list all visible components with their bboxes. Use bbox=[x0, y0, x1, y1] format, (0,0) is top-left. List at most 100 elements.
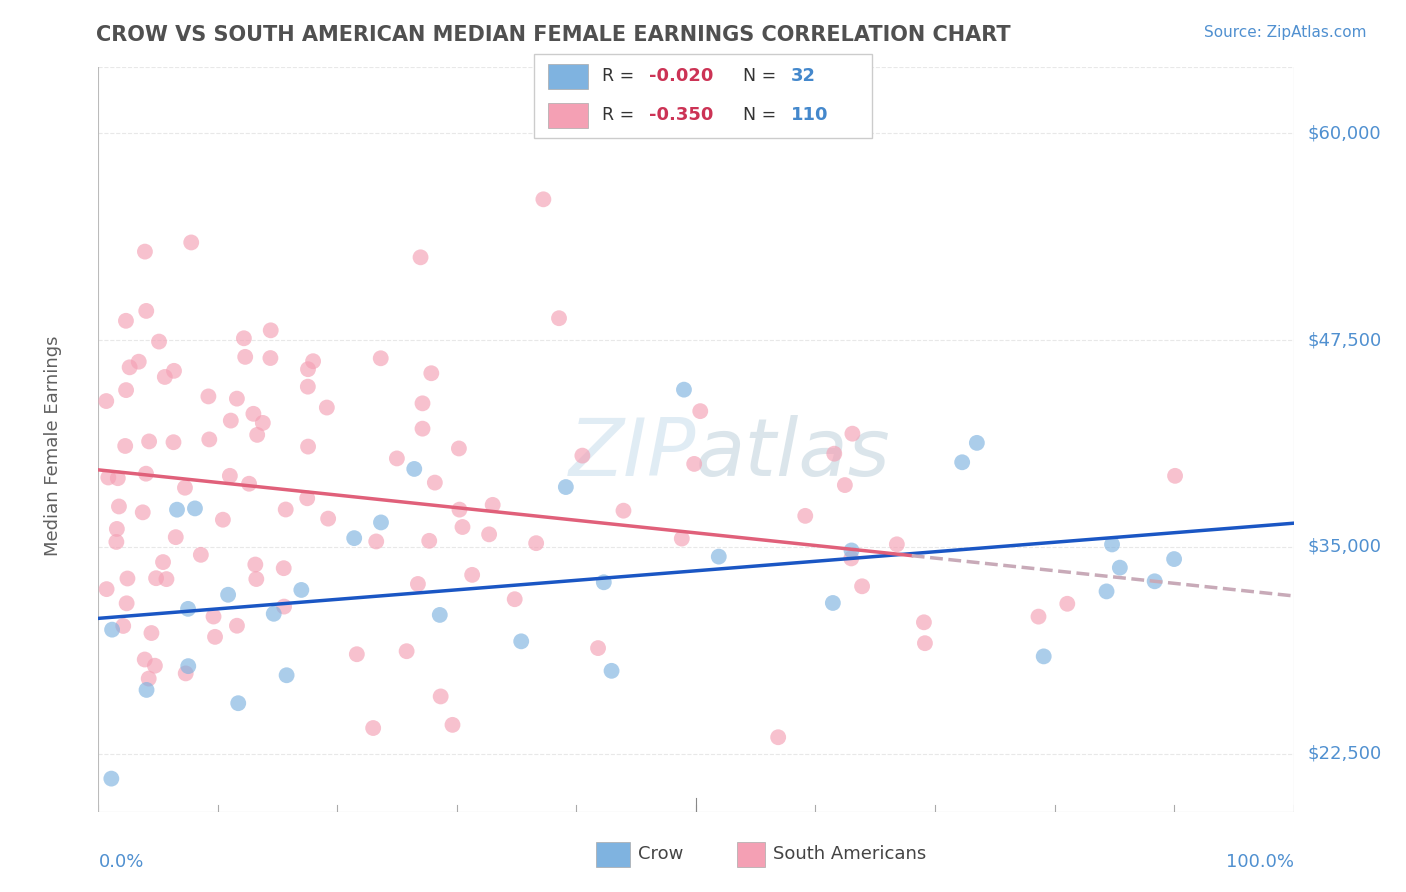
Point bbox=[242, 407, 264, 421]
Point bbox=[135, 682, 157, 697]
Point bbox=[190, 548, 212, 562]
Point bbox=[966, 436, 988, 450]
Point bbox=[404, 462, 426, 476]
Point bbox=[411, 396, 433, 410]
Point bbox=[316, 511, 339, 525]
Point bbox=[395, 644, 418, 658]
Point bbox=[115, 314, 138, 328]
Point bbox=[385, 451, 408, 466]
Point bbox=[198, 433, 221, 447]
Point bbox=[226, 618, 249, 632]
Point bbox=[112, 619, 135, 633]
Point bbox=[851, 579, 873, 593]
Point bbox=[554, 480, 576, 494]
Point bbox=[276, 668, 298, 682]
Point bbox=[794, 508, 817, 523]
Point bbox=[212, 513, 235, 527]
Point bbox=[134, 244, 156, 259]
Point bbox=[184, 501, 207, 516]
Point bbox=[166, 502, 188, 516]
Point bbox=[155, 572, 177, 586]
Point bbox=[447, 442, 470, 456]
Text: ZIP: ZIP bbox=[568, 415, 696, 493]
Point bbox=[429, 607, 451, 622]
Point bbox=[297, 379, 319, 393]
Point bbox=[821, 596, 844, 610]
Text: N =: N = bbox=[744, 68, 782, 86]
Point bbox=[343, 531, 366, 545]
Point bbox=[232, 331, 254, 345]
Point bbox=[586, 641, 609, 656]
Point bbox=[273, 599, 295, 614]
Bar bbox=[548, 63, 588, 89]
Text: CROW VS SOUTH AMERICAN MEDIAN FEMALE EARNINGS CORRELATION CHART: CROW VS SOUTH AMERICAN MEDIAN FEMALE EAR… bbox=[96, 25, 1011, 45]
Text: Source: ZipAtlas.com: Source: ZipAtlas.com bbox=[1204, 25, 1367, 40]
Text: R =: R = bbox=[602, 106, 640, 124]
Point bbox=[423, 475, 446, 490]
Point bbox=[204, 630, 226, 644]
Point bbox=[441, 718, 464, 732]
Point bbox=[524, 536, 547, 550]
Point bbox=[461, 567, 484, 582]
Point bbox=[346, 647, 368, 661]
Point bbox=[107, 471, 129, 485]
Bar bbox=[596, 842, 630, 867]
Point bbox=[162, 435, 184, 450]
Point bbox=[839, 551, 862, 566]
Point bbox=[135, 304, 157, 318]
Point bbox=[143, 658, 166, 673]
Point bbox=[290, 582, 312, 597]
Point bbox=[315, 401, 337, 415]
Point bbox=[177, 602, 200, 616]
Text: 100.0%: 100.0% bbox=[1226, 853, 1294, 871]
Point bbox=[1095, 584, 1118, 599]
Text: Crow: Crow bbox=[638, 845, 683, 863]
Text: $35,000: $35,000 bbox=[1308, 538, 1382, 556]
Point bbox=[141, 626, 163, 640]
Point bbox=[218, 468, 240, 483]
Text: $47,500: $47,500 bbox=[1308, 331, 1382, 349]
Point bbox=[273, 561, 295, 575]
FancyBboxPatch shape bbox=[534, 54, 872, 138]
Point bbox=[135, 467, 157, 481]
Point bbox=[138, 672, 160, 686]
Point bbox=[841, 543, 863, 558]
Point bbox=[105, 535, 128, 549]
Text: -0.350: -0.350 bbox=[650, 106, 713, 124]
Point bbox=[503, 592, 526, 607]
Text: South Americans: South Americans bbox=[773, 845, 927, 863]
Point bbox=[145, 571, 167, 585]
Point bbox=[689, 404, 711, 418]
Point bbox=[914, 636, 936, 650]
Point bbox=[177, 659, 200, 673]
Point bbox=[245, 572, 267, 586]
Point bbox=[174, 666, 197, 681]
Point bbox=[101, 623, 124, 637]
Text: N =: N = bbox=[744, 106, 782, 124]
Point bbox=[219, 414, 242, 428]
Point bbox=[481, 498, 503, 512]
Point bbox=[233, 350, 256, 364]
Point bbox=[197, 389, 219, 403]
Point bbox=[202, 609, 225, 624]
Point bbox=[100, 772, 122, 786]
Text: $60,000: $60,000 bbox=[1308, 124, 1382, 142]
Point bbox=[148, 334, 170, 349]
Point bbox=[683, 457, 706, 471]
Point bbox=[163, 364, 186, 378]
Point bbox=[238, 476, 260, 491]
Point bbox=[531, 192, 554, 206]
Point bbox=[823, 447, 845, 461]
Point bbox=[245, 558, 267, 572]
Point bbox=[1032, 649, 1054, 664]
Point bbox=[115, 383, 138, 397]
Point bbox=[260, 323, 283, 337]
Point bbox=[115, 596, 138, 610]
Point bbox=[834, 478, 856, 492]
Point bbox=[297, 440, 319, 454]
Text: 110: 110 bbox=[790, 106, 828, 124]
Point bbox=[1049, 819, 1071, 833]
Point bbox=[96, 394, 118, 409]
Point bbox=[180, 235, 202, 250]
Point bbox=[153, 370, 176, 384]
